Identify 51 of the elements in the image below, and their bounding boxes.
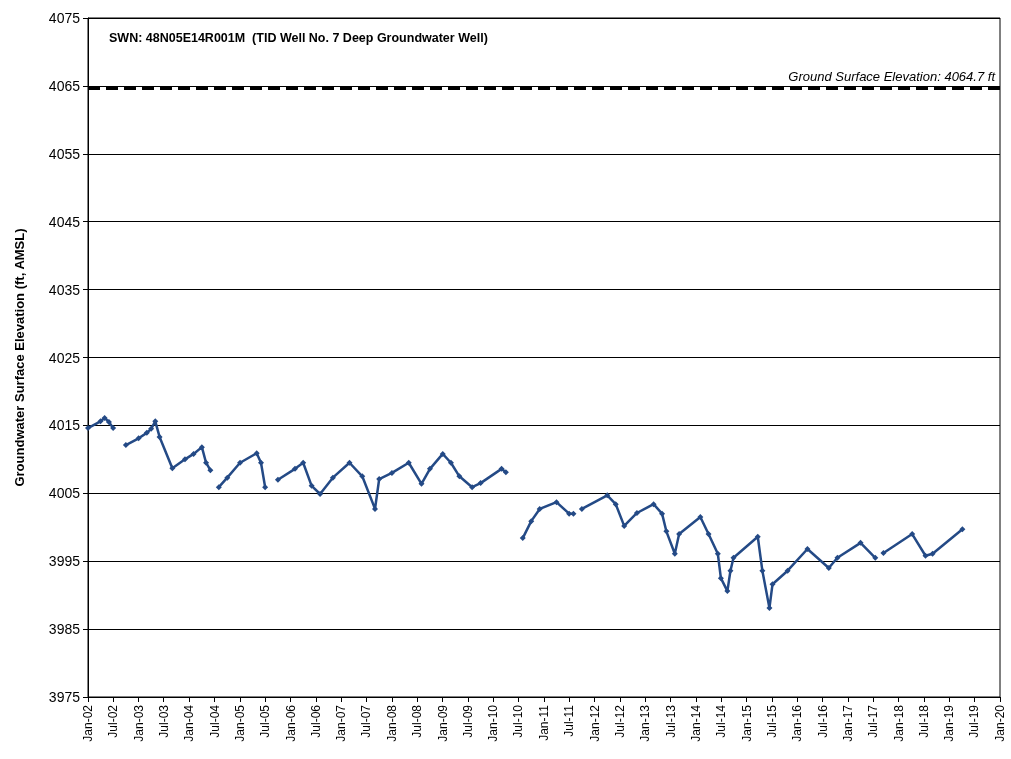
x-tick-label: Jul-18 — [916, 704, 931, 738]
x-tick-label: Jul-13 — [663, 704, 678, 738]
x-tick-label: Jul-04 — [207, 704, 222, 738]
x-tick-label: Jul-09 — [460, 704, 475, 738]
y-tick-label: 4055 — [48, 145, 81, 162]
x-tick-label: Jan-03 — [131, 704, 146, 742]
x-tick-label: Jul-16 — [815, 704, 830, 738]
x-tick-label: Jul-05 — [258, 704, 273, 738]
x-tick-label: Jul-15 — [764, 704, 779, 738]
x-tick-label: Jan-16 — [790, 704, 805, 742]
x-tick-label: Jan-06 — [283, 704, 298, 742]
y-tick-label: 4065 — [48, 77, 81, 94]
x-tick-label: Jul-17 — [866, 704, 881, 738]
y-tick-label: 4035 — [48, 281, 81, 298]
x-tick-label: Jan-04 — [182, 704, 197, 742]
x-tick-label: Jul-11 — [562, 704, 577, 737]
text: SWN: 48N05E14R001M (TID Well No. 7 Deep Groundwater Well) — [109, 30, 488, 45]
y-axis-title: Groundwater Surface Elevation (ft, AMSL) — [12, 228, 27, 487]
x-tick-label: Jul-19 — [967, 704, 982, 738]
x-tick-label: Jul-08 — [410, 704, 425, 738]
x-tick-label: Jan-14 — [689, 704, 704, 742]
x-tick-label: Jul-07 — [359, 704, 374, 738]
y-tick-label: 4025 — [48, 349, 81, 366]
x-tick-label: Jul-06 — [308, 704, 323, 738]
y-tick-label: 3985 — [48, 621, 81, 638]
x-tick-label: Jan-07 — [334, 704, 349, 742]
x-tick-label: Jan-13 — [638, 704, 653, 742]
x-tick-label: Jul-02 — [106, 704, 121, 738]
x-tick-label: Jan-09 — [435, 704, 450, 742]
y-tick-label: 4045 — [48, 213, 81, 230]
x-tick-label: Jan-12 — [587, 704, 602, 742]
y-tick-label: 4015 — [48, 417, 81, 434]
x-tick-label: Jan-18 — [891, 704, 906, 742]
x-tick-label: Jul-14 — [714, 704, 729, 738]
x-tick-label: Jan-02 — [81, 704, 95, 742]
y-tick-label: 4075 — [48, 10, 81, 26]
x-tick-label: Jan-11 — [537, 704, 551, 741]
x-tick-label: Jan-19 — [942, 704, 957, 742]
y-tick-label: 3995 — [48, 553, 81, 570]
x-tick-label: Jan-20 — [993, 704, 1007, 742]
y-tick-label: 3975 — [48, 689, 81, 705]
x-tick-label: Jan-15 — [739, 704, 754, 742]
y-tick-label: 4005 — [48, 485, 81, 502]
x-tick-label: Jul-12 — [612, 704, 627, 738]
x-tick-label: Jan-10 — [486, 704, 501, 742]
x-tick-label: Jan-08 — [384, 704, 399, 742]
x-tick-label: Jan-17 — [841, 704, 856, 742]
ref-line-label: Ground Surface Elevation: 4064.7 ft — [788, 68, 997, 84]
x-tick-label: Jan-05 — [233, 704, 248, 742]
x-tick-label: Jul-03 — [156, 704, 171, 738]
x-tick-label: Jul-10 — [511, 704, 526, 738]
